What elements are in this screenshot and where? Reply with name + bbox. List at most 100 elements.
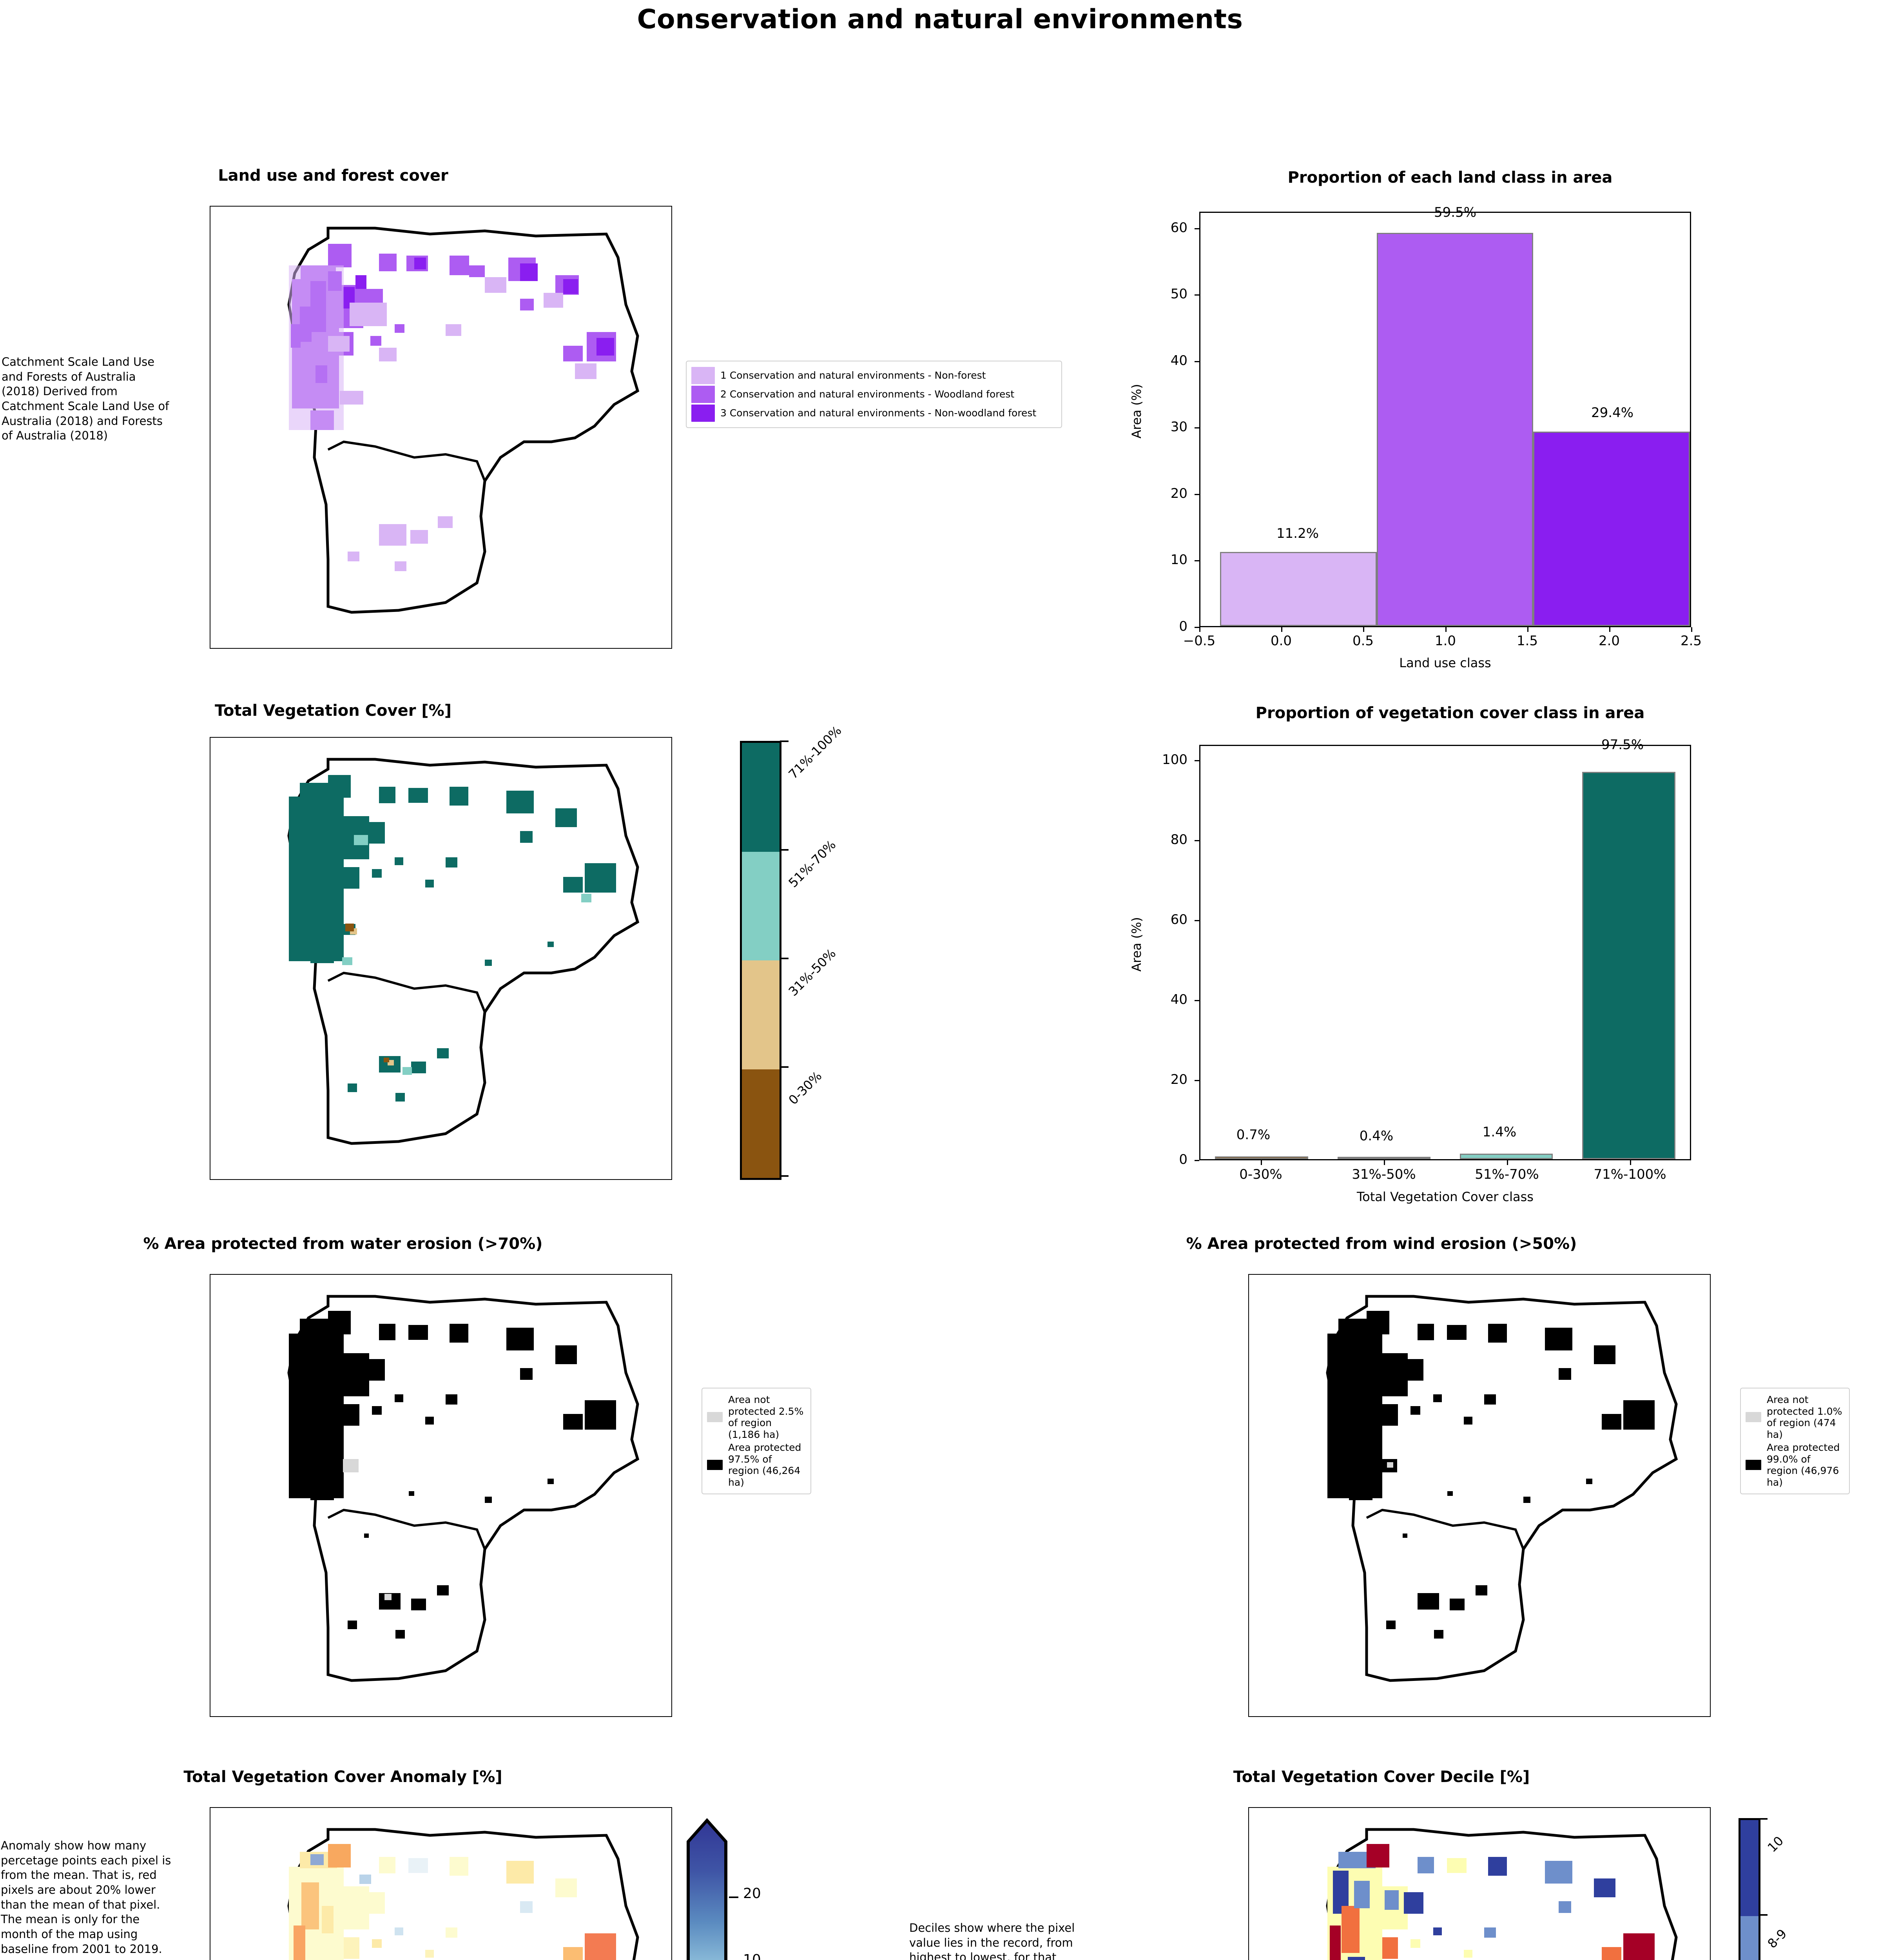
water-erosion-map-title: % Area protected from water erosion (>70… xyxy=(143,1235,543,1253)
anomaly-map-caption: Anomaly show how many percetage points e… xyxy=(1,1839,171,1956)
ytick-60: 60 xyxy=(1170,220,1187,236)
land-use-map-graphic xyxy=(287,227,640,614)
decile-map-graphic xyxy=(1326,1828,1678,1960)
anomaly-cbar-label-10: 10 xyxy=(743,1952,761,1960)
legend-label-class-2: 2 Conservation and natural environments … xyxy=(720,388,1015,400)
land-use-map[interactable] xyxy=(210,206,672,649)
decile-map-title: Total Vegetation Cover Decile [%] xyxy=(1233,1768,1530,1786)
water-erosion-map[interactable] xyxy=(210,1274,672,1717)
water-erosion-map-graphic xyxy=(287,1295,640,1682)
land-use-map-caption: Catchment Scale Land Use and Forests of … xyxy=(2,355,169,443)
cbar-seg-31-50 xyxy=(742,960,780,1069)
cbar-seg-71-100 xyxy=(742,743,780,852)
bar-label-veg-class-3: 97.5% xyxy=(1601,737,1644,753)
land-class-chart-title: Proportion of each land class in area xyxy=(1287,169,1613,187)
bar-veg-class-0 xyxy=(1215,1156,1308,1159)
legend-item: 3 Conservation and natural environments … xyxy=(691,405,1057,422)
decile-cbar-label-10: 10 xyxy=(1764,1833,1787,1855)
ytick-0: 0 xyxy=(1179,1152,1187,1167)
decile-map-caption: Deciles show where the pixel value lies … xyxy=(909,1921,1075,1960)
legend-swatch-class-3 xyxy=(691,405,715,422)
xtick-0.0: 0.0 xyxy=(1270,633,1292,649)
anomaly-map-title: Total Vegetation Cover Anomaly [%] xyxy=(183,1768,502,1786)
cbar-label-31-50: 31%-50% xyxy=(785,946,839,999)
veg-cover-map-title: Total Vegetation Cover [%] xyxy=(214,702,452,720)
xtick-1.0: 1.0 xyxy=(1434,633,1456,649)
page-title: Conservation and natural environments xyxy=(637,4,1243,35)
veg-cover-colorbar xyxy=(740,741,781,1180)
legend-label-protected: Area protected 99.0% of region (46,976 h… xyxy=(1767,1442,1840,1488)
bar-veg-class-1 xyxy=(1337,1157,1431,1159)
legend-label-class-3: 3 Conservation and natural environments … xyxy=(720,407,1037,419)
legend-item: Area not protected 1.0% of region (474 h… xyxy=(1746,1394,1844,1440)
land-class-chart[interactable] xyxy=(1199,212,1691,627)
land-class-chart-xlabel: Land use class xyxy=(1399,655,1491,670)
legend-label-protected: Area protected 97.5% of region (46,264 h… xyxy=(728,1442,801,1488)
xtick-31-50: 31%-50% xyxy=(1352,1167,1416,1182)
veg-class-chart-title: Proportion of vegetation cover class in … xyxy=(1255,704,1645,722)
cbar-label-71-100: 71%-100% xyxy=(785,723,845,782)
ytick-20: 20 xyxy=(1170,1072,1187,1087)
legend-item: Area protected 97.5% of region (46,264 h… xyxy=(707,1442,806,1488)
water-erosion-map-legend: Area not protected 2.5% of region (1,186… xyxy=(702,1388,811,1494)
legend-swatch-protected xyxy=(707,1460,723,1470)
bar-veg-class-3 xyxy=(1582,771,1675,1159)
veg-class-chart-xlabel: Total Vegetation Cover class xyxy=(1357,1189,1534,1204)
anomaly-colorbar-graphic xyxy=(687,1818,727,1960)
legend-swatch-not-protected xyxy=(1746,1412,1761,1422)
legend-label-class-1: 1 Conservation and natural environments … xyxy=(720,370,986,381)
ytick-80: 80 xyxy=(1170,832,1187,848)
ytick-40: 40 xyxy=(1170,353,1187,368)
bar-label-land-class-1: 59.5% xyxy=(1434,205,1477,220)
legend-item: 1 Conservation and natural environments … xyxy=(691,367,1057,384)
ytick-30: 30 xyxy=(1170,419,1187,435)
anomaly-map[interactable] xyxy=(210,1807,672,1960)
legend-item: Area not protected 2.5% of region (1,186… xyxy=(707,1394,806,1440)
anomaly-colorbar xyxy=(685,1818,729,1960)
xtick-51-70: 51%-70% xyxy=(1475,1167,1539,1182)
wind-erosion-map[interactable] xyxy=(1248,1274,1711,1717)
cbar-seg-0-30 xyxy=(742,1069,780,1178)
decile-map[interactable] xyxy=(1248,1807,1711,1960)
bar-label-land-class-0: 11.2% xyxy=(1276,526,1319,541)
xtick-2.5: 2.5 xyxy=(1680,633,1702,649)
veg-cover-map[interactable] xyxy=(210,737,672,1180)
cbar-seg-10 xyxy=(1740,1820,1759,1916)
legend-label-not-protected: Area not protected 2.5% of region (1,186… xyxy=(728,1394,804,1440)
legend-swatch-class-2 xyxy=(691,386,715,403)
veg-cover-map-graphic xyxy=(287,758,640,1145)
xtick-0.5: 0.5 xyxy=(1352,633,1374,649)
veg-class-chart[interactable] xyxy=(1199,745,1691,1160)
wind-erosion-map-title: % Area protected from wind erosion (>50%… xyxy=(1186,1235,1577,1253)
xtick--0.5: −0.5 xyxy=(1183,633,1216,649)
decile-cbar-label-8-9: 8-9 xyxy=(1764,1926,1790,1951)
ytick-40: 40 xyxy=(1170,992,1187,1007)
ytick-50: 50 xyxy=(1170,286,1187,302)
ytick-0: 0 xyxy=(1179,619,1187,634)
cbar-label-51-70: 51%-70% xyxy=(785,837,839,891)
bar-label-veg-class-0: 0.7% xyxy=(1236,1127,1271,1143)
cbar-label-0-30: 0-30% xyxy=(785,1068,825,1108)
legend-item: 2 Conservation and natural environments … xyxy=(691,386,1057,403)
xtick-71-100: 71%-100% xyxy=(1594,1167,1666,1182)
anomaly-map-graphic xyxy=(287,1828,639,1960)
land-use-map-title: Land use and forest cover xyxy=(218,167,448,185)
veg-class-chart-ylabel: Area (%) xyxy=(1129,917,1144,972)
xtick-2.0: 2.0 xyxy=(1598,633,1620,649)
bar-land-class-2 xyxy=(1533,432,1690,626)
legend-swatch-not-protected xyxy=(707,1412,723,1422)
xtick-0-30: 0-30% xyxy=(1239,1167,1282,1182)
legend-label-not-protected: Area not protected 1.0% of region (474 h… xyxy=(1767,1394,1842,1440)
ytick-60: 60 xyxy=(1170,912,1187,927)
bar-label-land-class-2: 29.4% xyxy=(1591,405,1634,421)
ytick-20: 20 xyxy=(1170,486,1187,501)
bar-veg-class-2 xyxy=(1459,1153,1553,1159)
legend-item: Area protected 99.0% of region (46,976 h… xyxy=(1746,1442,1844,1488)
bar-label-veg-class-2: 1.4% xyxy=(1482,1124,1517,1140)
bar-land-class-0 xyxy=(1220,552,1377,626)
legend-swatch-protected xyxy=(1746,1460,1761,1470)
cbar-seg-51-70 xyxy=(742,851,780,960)
cbar-seg-8-9 xyxy=(1740,1916,1759,1960)
bar-land-class-1 xyxy=(1376,232,1534,626)
bar-label-veg-class-1: 0.4% xyxy=(1359,1128,1394,1144)
